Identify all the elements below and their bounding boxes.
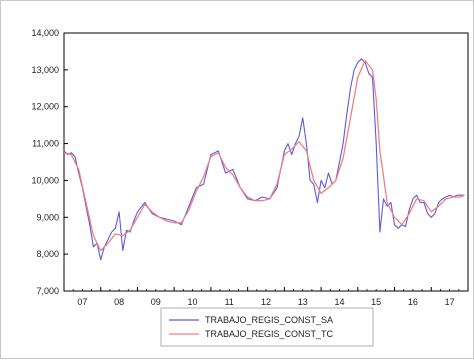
y-tick-label: 11,000: [32, 139, 59, 149]
y-tick-label: 8,000: [36, 249, 59, 259]
plot-area: [63, 32, 469, 292]
x-tick-label: 08: [114, 297, 124, 307]
y-tick-label: 10,000: [31, 175, 59, 185]
y-axis-ticks: 14,000 13,000 12,000 11,000 10,000 9,000 8,000…: [31, 28, 68, 296]
x-tick-label: 17: [445, 297, 455, 307]
y-tick-label: 14,000: [31, 28, 59, 38]
legend: TRABAJO_REGIS_CONST_SA TRABAJO_REGIS_CON…: [160, 307, 374, 347]
legend-label-sa: TRABAJO_REGIS_CONST_SA: [205, 315, 333, 325]
x-tick-label: 14: [334, 297, 344, 307]
series-line-sa: [63, 58, 465, 261]
x-tick-label: 12: [261, 297, 271, 307]
x-tick-label: 10: [188, 297, 198, 307]
x-tick-label: 09: [151, 297, 161, 307]
series-line-tc: [63, 59, 465, 252]
x-tick-label: 07: [77, 297, 87, 307]
series-lines: [63, 58, 465, 261]
x-tick-label: 11: [225, 297, 234, 307]
x-tick-label: 15: [371, 297, 381, 307]
y-tick-label: 9,000: [36, 212, 59, 222]
line-chart: 14,000 13,000 12,000 11,000 10,000 9,000 8,000…: [31, 28, 469, 347]
y-tick-label: 7,000: [36, 286, 59, 296]
legend-box: [160, 307, 374, 347]
legend-label-tc: TRABAJO_REGIS_CONST_TC: [205, 329, 334, 339]
y-tick-label: 13,000: [31, 65, 59, 75]
x-tick-label: 16: [408, 297, 418, 307]
x-tick-label: 13: [298, 297, 308, 307]
y-tick-label: 12,000: [31, 102, 59, 112]
x-axis-ticks: 07 08 09 10 11 12 13 14 15 16 17: [63, 287, 469, 307]
